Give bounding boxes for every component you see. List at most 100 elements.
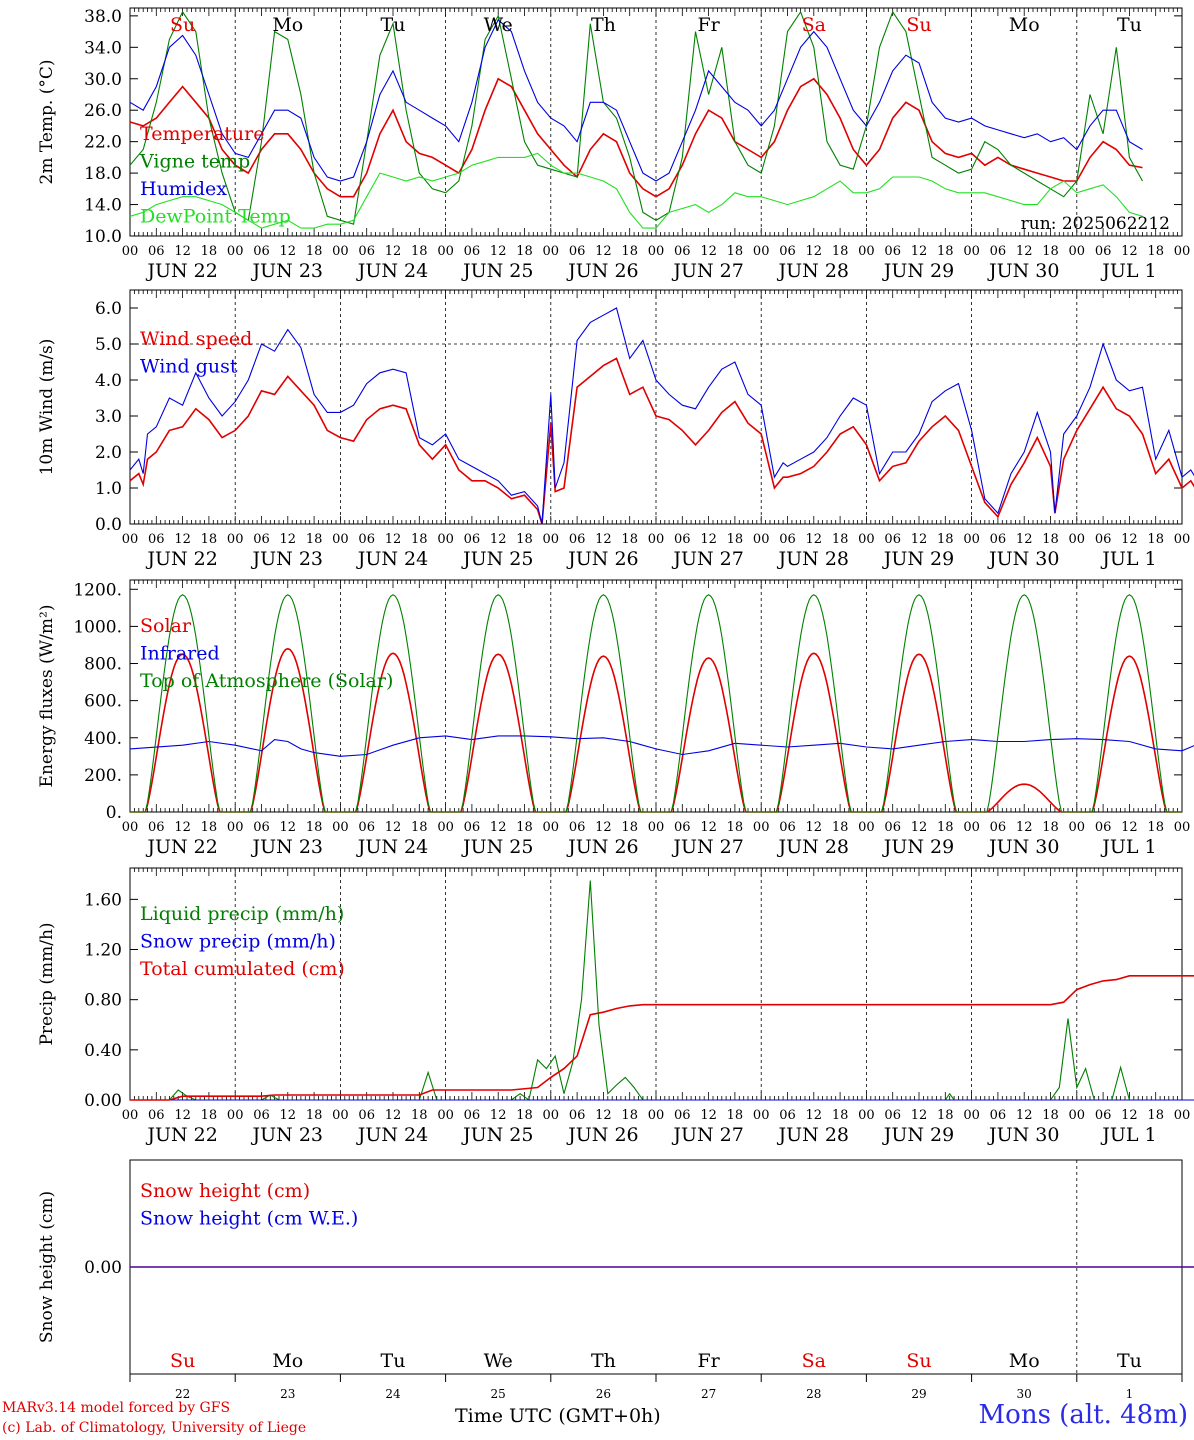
hour-tick-label: 12 [595,244,612,259]
y-tick-label: 600. [84,692,122,712]
weekday-label: Tu [1117,14,1142,36]
hour-tick-label: 06 [253,532,270,547]
date-label: JUN 22 [145,260,217,282]
hour-tick-label: 00 [227,532,244,547]
hour-tick-label: 06 [464,244,481,259]
hour-tick-label: 06 [569,820,586,835]
date-label: JUN 29 [882,1124,954,1146]
hour-tick-label: 12 [1121,244,1138,259]
hour-tick-label: 12 [1016,820,1033,835]
date-label: JUL 1 [1100,1124,1156,1146]
weekday-label: Mo [1009,14,1040,36]
hour-tick-label: 18 [832,532,849,547]
hour-tick-label: 12 [1121,820,1138,835]
hour-tick-label: 00 [963,820,980,835]
hour-tick-label: 00 [963,1108,980,1123]
hour-tick-label: 06 [674,244,691,259]
date-label: JUN 29 [882,836,954,858]
y-tick-label: 4.0 [95,371,122,391]
y-tick-label: 0.00 [84,1091,122,1111]
weekday-label: Fr [697,14,720,36]
y-tick-label: 1000. [73,617,122,637]
hour-tick-label: 00 [227,820,244,835]
hour-tick-label: 12 [490,244,507,259]
hour-tick-label: 06 [253,1108,270,1123]
date-label: JUN 30 [987,260,1059,282]
hour-tick-label: 18 [306,532,323,547]
hour-tick-label: 06 [358,244,375,259]
hour-tick-label: 00 [122,1108,139,1123]
date-label: JUL 1 [1100,548,1156,570]
hour-tick-label: 18 [516,1108,533,1123]
hour-tick-label: 06 [1095,244,1112,259]
hour-tick-label: 06 [569,532,586,547]
day-number-label: 27 [701,1387,716,1400]
hour-tick-label: 00 [753,820,770,835]
legend-entry: Liquid precip (mm/h) [140,903,344,925]
date-label: JUN 28 [777,1124,849,1146]
hour-tick-label: 00 [1174,532,1191,547]
hour-tick-label: 12 [911,820,928,835]
hour-tick-label: 00 [858,244,875,259]
day-number-label: 23 [280,1387,295,1400]
hour-tick-label: 00 [858,1108,875,1123]
hour-tick-label: 06 [990,532,1007,547]
hour-tick-label: 12 [911,1108,928,1123]
hour-tick-label: 12 [385,1108,402,1123]
hour-tick-label: 06 [464,1108,481,1123]
hour-tick-label: 18 [621,532,638,547]
hour-tick-label: 06 [1095,1108,1112,1123]
day-number-label: 26 [596,1387,611,1400]
date-label: JUN 28 [777,548,849,570]
hour-tick-label: 12 [1016,1108,1033,1123]
date-label: JUN 30 [987,1124,1059,1146]
hour-tick-label: 12 [280,244,297,259]
hour-tick-label: 18 [937,820,954,835]
series-line-liquid-precip-mm-h- [130,880,1194,1101]
hour-tick-label: 12 [700,532,717,547]
date-label: JUL 1 [1100,260,1156,282]
station-name: Mons (alt. 48m) [978,1400,1188,1430]
hour-tick-label: 12 [174,820,191,835]
weekday-label: Mo [1009,1350,1040,1372]
y-tick-label: 22.0 [84,133,122,153]
hour-tick-label: 12 [911,244,928,259]
date-label: JUN 23 [251,1124,323,1146]
hour-tick-label: 18 [727,1108,744,1123]
date-label: JUN 24 [356,836,428,858]
legend-entry: Snow height (cm W.E.) [140,1208,358,1230]
hour-tick-label: 06 [464,820,481,835]
y-tick-label: 3.0 [95,407,122,427]
legend-entry: Humidex [140,178,227,200]
date-label: JUN 24 [356,260,428,282]
hour-tick-label: 06 [990,1108,1007,1123]
hour-tick-label: 06 [148,820,165,835]
hour-tick-label: 18 [832,1108,849,1123]
hour-tick-label: 06 [884,1108,901,1123]
hour-tick-label: 06 [464,532,481,547]
hour-tick-label: 06 [148,1108,165,1123]
legend-entry: DewPoint Temp [140,206,291,228]
hour-tick-label: 00 [963,532,980,547]
weekday-label: Su [906,14,931,36]
hour-tick-label: 18 [1147,244,1164,259]
weekday-label: Tu [1117,1350,1142,1372]
y-tick-label: 1.60 [84,890,122,910]
hour-tick-label: 18 [727,820,744,835]
hour-tick-label: 00 [1069,820,1086,835]
hour-tick-label: 18 [306,244,323,259]
hour-tick-label: 12 [595,532,612,547]
date-label: JUN 25 [461,260,533,282]
hour-tick-label: 12 [174,1108,191,1123]
hour-tick-label: 12 [490,532,507,547]
hour-tick-label: 18 [411,532,428,547]
y-axis-label: Snow height (cm) [37,1191,57,1343]
hour-tick-label: 18 [1042,532,1059,547]
date-label: JUN 28 [777,260,849,282]
hour-tick-label: 18 [516,244,533,259]
date-label: JUN 29 [882,260,954,282]
hour-tick-label: 06 [779,244,796,259]
hour-tick-label: 00 [1174,820,1191,835]
y-axis-label: 2m Temp. (°C) [37,59,57,184]
hour-tick-label: 18 [621,244,638,259]
